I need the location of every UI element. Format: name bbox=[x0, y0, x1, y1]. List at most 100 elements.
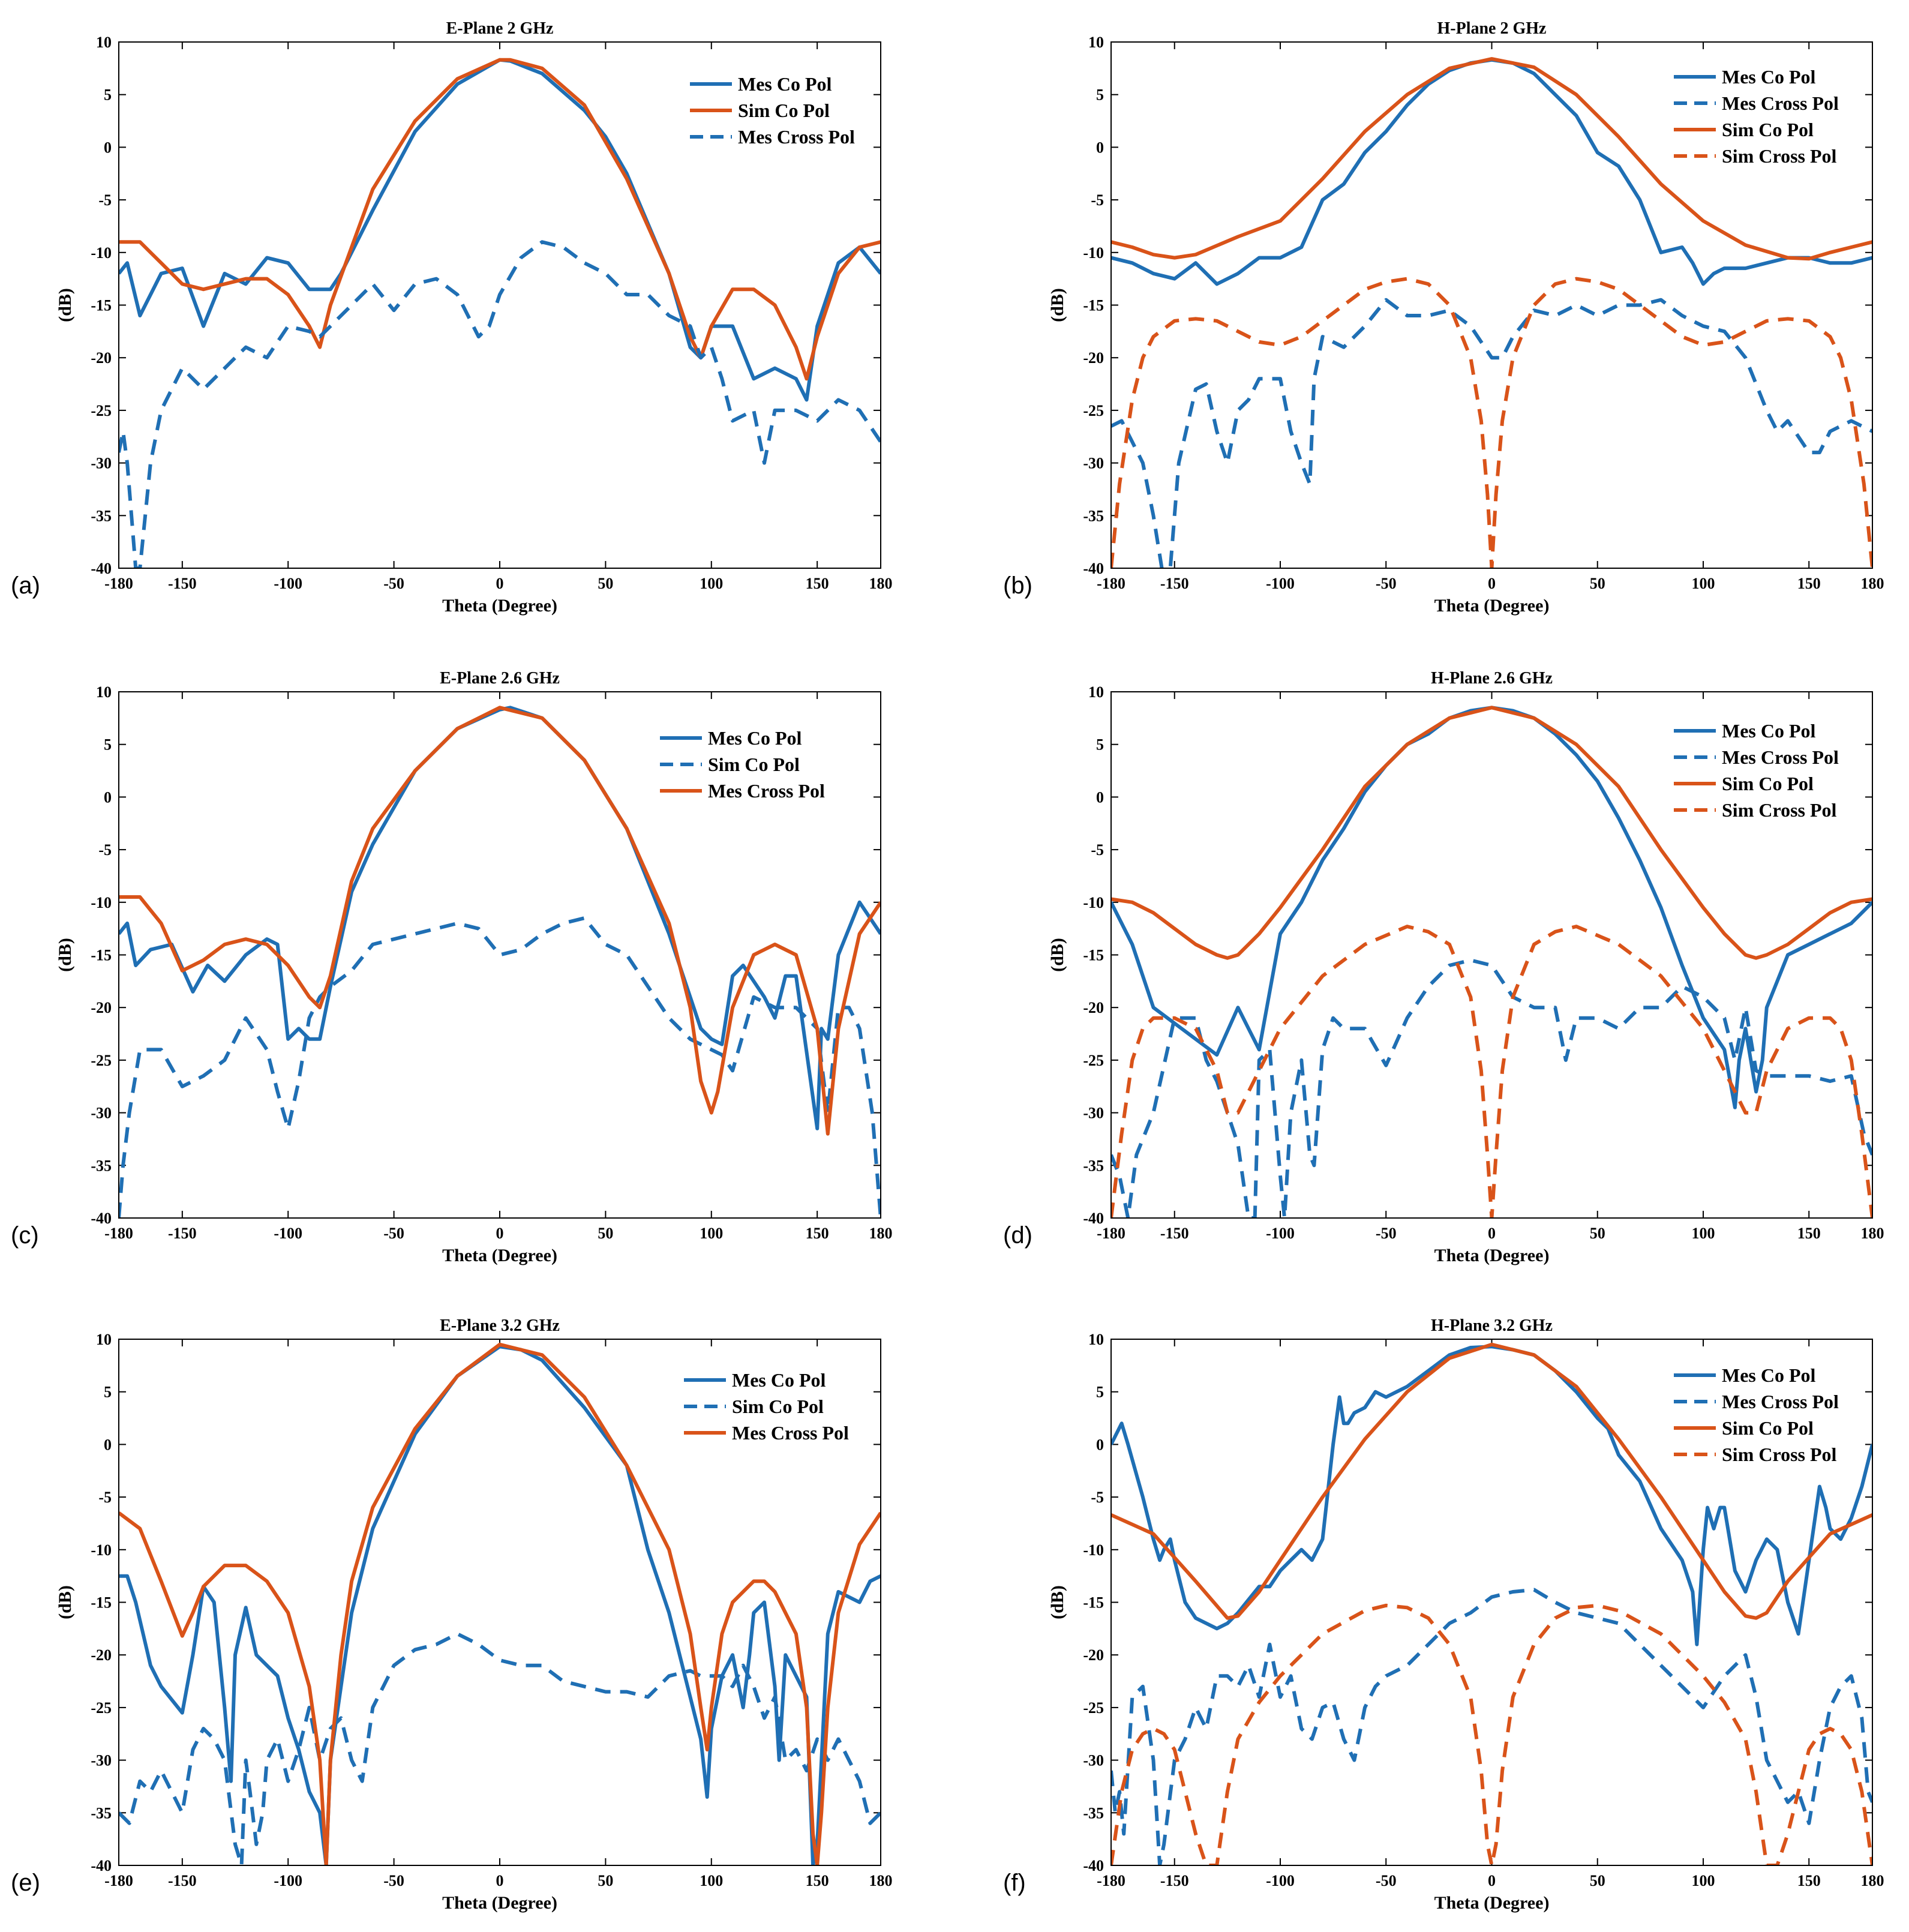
y-tick-label: 0 bbox=[104, 1436, 112, 1453]
plot-frame bbox=[118, 1339, 881, 1866]
series-line-sim-co-pol bbox=[119, 58, 881, 381]
y-tick-label: -35 bbox=[1083, 1804, 1104, 1822]
x-tick-label: 150 bbox=[1797, 1872, 1821, 1889]
x-tick-label: 100 bbox=[700, 1225, 723, 1242]
y-tick-label: -20 bbox=[91, 349, 112, 367]
x-tick-label: 0 bbox=[496, 575, 504, 592]
x-tick-label: -50 bbox=[1376, 1225, 1397, 1242]
chart-title: H-Plane 2.6 GHz bbox=[1431, 669, 1553, 688]
y-tick-label: -30 bbox=[1083, 455, 1104, 472]
x-tick-label: -180 bbox=[1097, 1225, 1125, 1242]
series-line-sim-co-pol bbox=[1111, 57, 1872, 261]
x-tick-label: 100 bbox=[700, 1872, 723, 1889]
legend-label: Mes Co Pol bbox=[1722, 1364, 1816, 1386]
legend-label: Sim Co Pol bbox=[1722, 119, 1814, 140]
x-tick-label: -100 bbox=[1266, 575, 1295, 592]
series-line-mes-co-pol bbox=[1111, 1345, 1872, 1646]
plot-frame bbox=[118, 41, 881, 569]
x-axis-label: Theta (Degree) bbox=[1434, 1246, 1550, 1265]
x-tick-label: 180 bbox=[869, 575, 893, 592]
x-axis-label: Theta (Degree) bbox=[442, 1893, 557, 1913]
x-tick-label: 100 bbox=[1692, 1225, 1715, 1242]
series-line-sim-cross-pol bbox=[1111, 277, 1872, 568]
panel-label: (d) bbox=[1003, 1222, 1032, 1249]
y-tick-label: -20 bbox=[91, 999, 112, 1016]
y-tick-label: -15 bbox=[91, 947, 112, 964]
y-tick-label: 5 bbox=[1096, 1384, 1104, 1401]
y-tick-label: -10 bbox=[1083, 244, 1104, 262]
plot-frame bbox=[118, 691, 881, 1219]
plot-frame bbox=[1110, 691, 1873, 1219]
y-tick-label: 0 bbox=[104, 139, 112, 156]
y-axis-label: (dB) bbox=[55, 938, 75, 972]
x-tick-label: -50 bbox=[383, 1872, 404, 1889]
y-tick-label: -25 bbox=[91, 1052, 112, 1069]
series-group bbox=[1111, 1342, 1872, 1865]
chart-title: H-Plane 2 GHz bbox=[1437, 19, 1547, 38]
plot-area bbox=[1111, 1339, 1872, 1865]
y-tick-label: 5 bbox=[104, 86, 112, 104]
axis-ticks: -180 -150 -100 -50 0 50 100 150 1801050-5-10-15-… bbox=[91, 34, 892, 592]
legend-label: Mes Co Pol bbox=[1722, 66, 1816, 88]
x-tick-label: -150 bbox=[168, 575, 197, 592]
x-axis-label: Theta (Degree) bbox=[1434, 1893, 1550, 1913]
x-tick-label: -180 bbox=[104, 1872, 133, 1889]
chart-panel-a: -180 -150 -100 -50 0 50 100 150 1801050-5-10-15-… bbox=[11, 19, 893, 616]
y-tick-label: -20 bbox=[1083, 1646, 1104, 1664]
y-tick-label: -5 bbox=[98, 841, 112, 859]
legend-label: Sim Co Pol bbox=[738, 100, 830, 121]
y-tick-label: -25 bbox=[1083, 1699, 1104, 1717]
x-axis-label: Theta (Degree) bbox=[442, 1246, 557, 1265]
x-tick-label: 180 bbox=[1861, 1225, 1884, 1242]
y-tick-label: -35 bbox=[91, 1804, 112, 1822]
y-tick-label: -30 bbox=[91, 1752, 112, 1769]
y-tick-label: -40 bbox=[91, 560, 112, 577]
series-line-sim-cross-pol bbox=[1111, 1603, 1872, 1865]
legend-label: Sim Co Pol bbox=[1722, 773, 1814, 794]
series-group bbox=[119, 1342, 881, 1865]
x-tick-label: 100 bbox=[1692, 1872, 1715, 1889]
y-tick-label: -30 bbox=[1083, 1752, 1104, 1769]
chart-panel-b: -180 -150 -100 -50 0 50 100 150 1801050-5-10-15-… bbox=[1003, 19, 1884, 616]
x-tick-label: 150 bbox=[806, 1872, 829, 1889]
x-tick-label: -50 bbox=[1376, 575, 1397, 592]
chart-title: E-Plane 2 GHz bbox=[446, 19, 554, 38]
x-tick-label: 180 bbox=[869, 1225, 893, 1242]
y-tick-label: 10 bbox=[96, 1331, 112, 1348]
chart-panel-e: -180 -150 -100 -50 0 50 100 150 1801050-5-10-15-… bbox=[11, 1316, 893, 1913]
y-tick-label: -5 bbox=[1091, 191, 1104, 209]
y-tick-label: -40 bbox=[1083, 560, 1104, 577]
y-tick-label: 0 bbox=[1096, 1436, 1104, 1453]
x-tick-label: -150 bbox=[168, 1872, 197, 1889]
legend-label: Mes Cross Pol bbox=[708, 780, 825, 802]
legend-label: Sim Co Pol bbox=[732, 1396, 824, 1417]
y-tick-label: -5 bbox=[98, 1489, 112, 1506]
x-tick-label: -180 bbox=[1097, 575, 1125, 592]
plot-frame bbox=[1110, 1339, 1873, 1866]
legend: Mes Co Pol Mes Cross Pol Sim Co Pol Sim Cro… bbox=[1674, 720, 1839, 821]
x-tick-label: -180 bbox=[104, 575, 133, 592]
y-tick-label: 0 bbox=[1096, 139, 1104, 156]
x-tick-label: 50 bbox=[1590, 1225, 1605, 1242]
y-tick-label: 10 bbox=[1088, 683, 1104, 701]
y-tick-label: -35 bbox=[1083, 507, 1104, 524]
x-tick-label: -150 bbox=[168, 1225, 197, 1242]
chart-panel-c: -180 -150 -100 -50 0 50 100 150 1801050-5-10-15-… bbox=[11, 669, 893, 1265]
x-axis-label: Theta (Degree) bbox=[442, 596, 557, 616]
x-tick-label: 50 bbox=[598, 1872, 613, 1889]
y-tick-label: -35 bbox=[1083, 1157, 1104, 1174]
y-tick-label: -5 bbox=[1091, 841, 1104, 859]
y-axis-label: (dB) bbox=[1047, 288, 1067, 322]
x-tick-label: 180 bbox=[1861, 1872, 1884, 1889]
y-tick-label: -35 bbox=[91, 507, 112, 524]
series-group bbox=[119, 706, 881, 1218]
y-tick-label: -25 bbox=[91, 1699, 112, 1717]
legend: Mes Co Pol Sim Co Pol Mes Cross Pol bbox=[690, 73, 855, 148]
axis-ticks: -180 -150 -100 -50 0 50 100 150 1801050-5-10-15-… bbox=[91, 1331, 892, 1889]
y-axis-label: (dB) bbox=[1047, 938, 1067, 972]
y-tick-label: 5 bbox=[1096, 86, 1104, 104]
x-tick-label: -50 bbox=[383, 575, 404, 592]
y-tick-label: -10 bbox=[1083, 1541, 1104, 1559]
legend: Mes Co Pol Mes Cross Pol Sim Co Pol Sim Cro… bbox=[1674, 1364, 1839, 1465]
y-tick-label: -40 bbox=[91, 1857, 112, 1874]
